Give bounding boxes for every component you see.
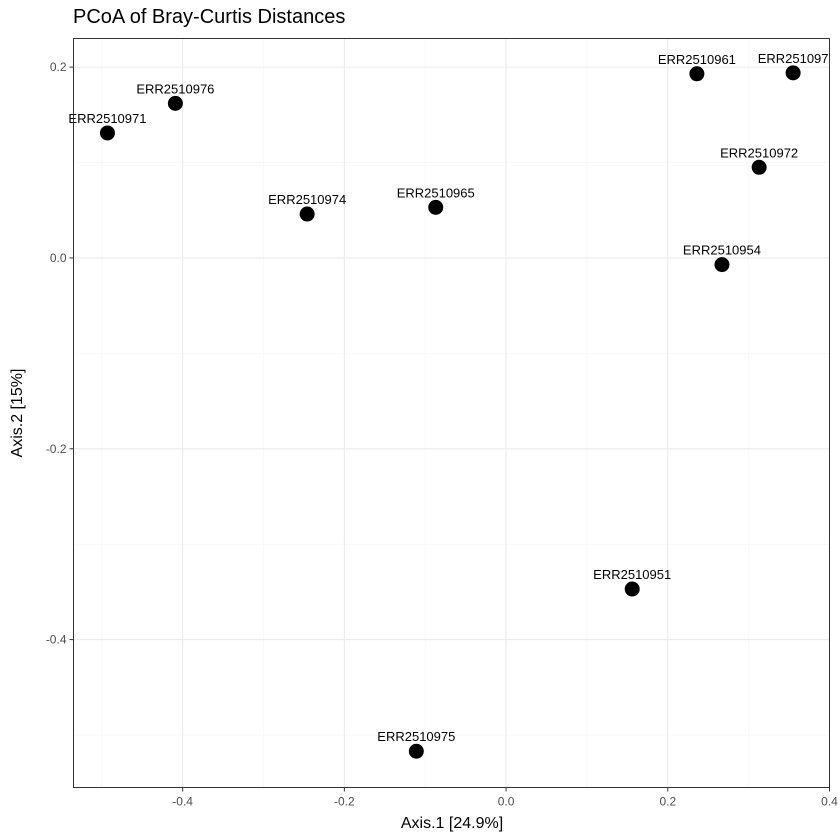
y-tick-label: -0.2 [46,442,67,456]
x-axis-title: Axis.1 [24.9%] [401,815,503,832]
grid-lines [73,38,831,788]
y-axis-title: Axis.2 [15%] [9,369,26,458]
point-label: ERR2510971 [68,111,146,126]
point-label: ERR2510965 [397,185,475,200]
x-tick-label: -0.4 [172,795,193,809]
data-point [428,199,444,215]
y-tick-label: -0.4 [46,633,67,647]
chart-title: PCoA of Bray-Curtis Distances [73,6,345,28]
data-point [751,159,767,175]
point-label: ERR2510972 [720,145,798,160]
data-point [624,581,640,597]
point-labels: ERR2510971 ERR2510976 ERR2510974 ERR2510965… [68,51,828,744]
point-label: ERR2510954 [683,243,761,258]
y-tick-label: 0.0 [50,251,67,265]
data-point [299,206,315,222]
data-point [99,125,115,141]
point-label: ERR2510961 [658,52,736,67]
data-point [785,65,801,81]
point-label: ERR2510951 [593,567,671,582]
point-label: ERR251097 [758,51,829,66]
axes: -0.4 -0.2 0.0 0.2 0.4 -0.4 -0.2 0.0 0.2 [46,60,838,808]
x-tick-label: 0.2 [659,795,676,809]
y-tick-label: 0.2 [50,60,67,74]
data-points [99,65,801,759]
plot-panel-border [73,38,830,788]
point-label: ERR2510975 [377,729,455,744]
data-point [689,66,705,82]
x-tick-label: -0.2 [334,795,355,809]
x-tick-label: 0.0 [498,795,515,809]
data-point [167,95,183,111]
data-point [408,743,424,759]
point-label: ERR2510974 [268,192,346,207]
x-tick-label: 0.4 [821,795,838,809]
data-point [714,257,730,273]
point-label: ERR2510976 [136,81,214,96]
